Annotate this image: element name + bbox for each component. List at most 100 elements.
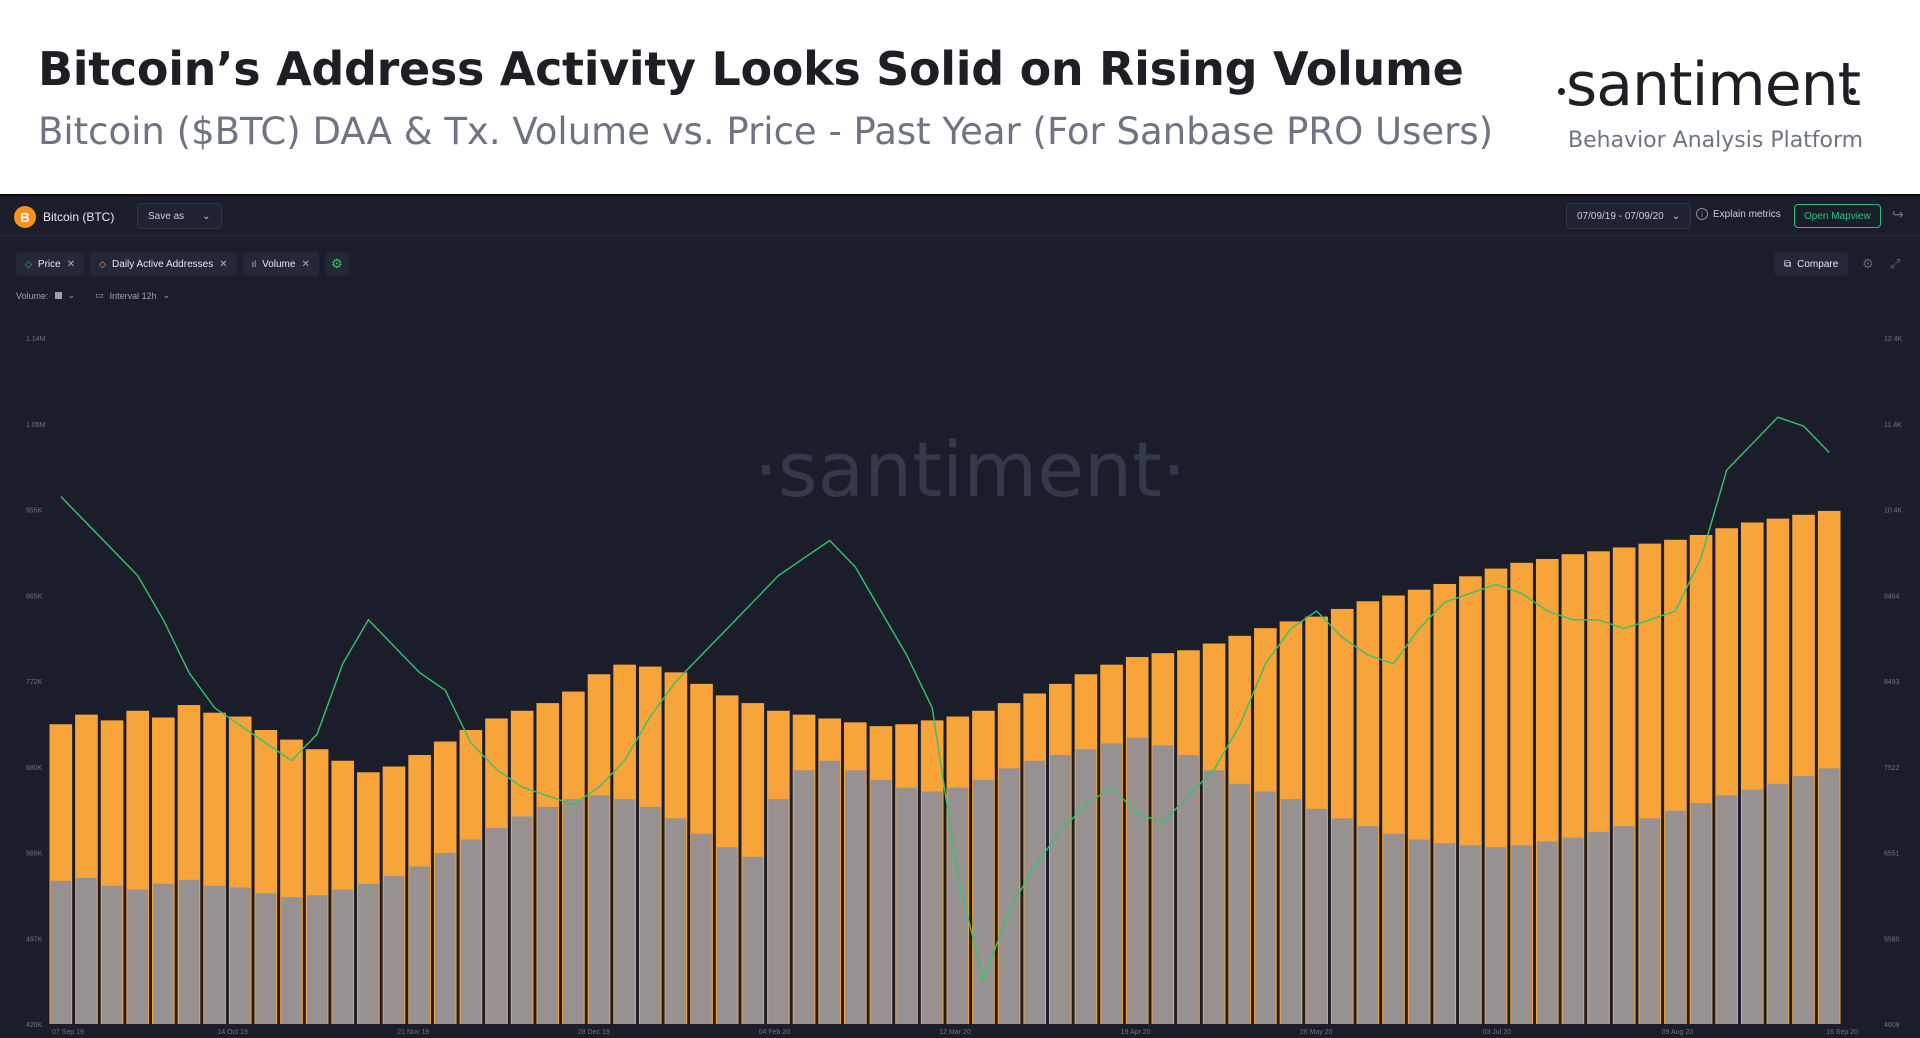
brand-logo-dot-right	[1849, 88, 1856, 95]
volume-bar	[1050, 754, 1071, 1024]
bar-chart-icon: ıl	[251, 259, 257, 269]
x-axis-tick: 19 Apr 20	[1121, 1029, 1151, 1036]
volume-bar	[306, 895, 328, 1024]
asset-name: Bitcoin (BTC)	[43, 210, 115, 224]
x-axis-tick: 03 Jul 20	[1483, 1029, 1512, 1036]
x-axis-tick: 28 Dec 19	[578, 1029, 610, 1036]
volume-bar	[204, 885, 225, 1024]
chart-area[interactable]: ·santiment· 1.14M 1.05M 955K 865K 772K 680K 58…	[0, 312, 1920, 1038]
volume-bar	[819, 760, 840, 1024]
interval-selector[interactable]: Interval 12h	[109, 290, 157, 301]
open-mapview-button[interactable]: Open Mapview	[1794, 204, 1881, 228]
volume-bars	[50, 737, 1840, 1024]
volume-bar	[383, 876, 405, 1024]
explain-metrics-button[interactable]: i Explain metrics	[1696, 208, 1781, 220]
volume-bar	[639, 806, 661, 1024]
chart-svg[interactable]: ·santiment· 1.14M 1.05M 955K 865K 772K 680K 58…	[0, 312, 1920, 1038]
right-axis-tick: 6551	[1884, 851, 1900, 858]
close-icon[interactable]: ✕	[219, 258, 228, 270]
volume-bar	[1126, 737, 1148, 1024]
asset-selector[interactable]: B Bitcoin (BTC)	[14, 206, 114, 228]
volume-bar	[1280, 799, 1302, 1024]
volume-bar	[665, 818, 687, 1024]
left-axis-tick: 680K	[26, 765, 43, 772]
volume-bar	[1741, 789, 1763, 1024]
compare-button[interactable]: ⧉ Compare	[1774, 252, 1849, 276]
x-axis-tick: 21 Nov 19	[397, 1029, 429, 1036]
chevron-down-icon: ⌄	[202, 210, 211, 222]
right-axis-tick: 5580	[1884, 936, 1900, 943]
x-axis-tick: 07 Sep 19	[52, 1029, 84, 1036]
bitcoin-icon: B	[14, 206, 36, 228]
left-axis-tick: 588K	[26, 851, 43, 858]
close-icon[interactable]: ✕	[66, 258, 76, 270]
volume-bar	[153, 883, 174, 1024]
left-axis-tick: 865K	[26, 593, 43, 600]
price-line	[60, 416, 1830, 984]
left-axis-tick: 1.05M	[26, 422, 46, 429]
volume-bar	[614, 799, 635, 1024]
volume-bar	[716, 847, 738, 1024]
volume-bar	[1460, 845, 1481, 1024]
explain-metrics-label: Explain metrics	[1713, 208, 1781, 220]
volume-bar	[434, 852, 456, 1024]
volume-bar	[486, 828, 507, 1024]
share-icon[interactable]: ↪	[1892, 206, 1904, 222]
save-as-button[interactable]: Save as ⌄	[137, 203, 222, 229]
volume-bar	[1408, 839, 1430, 1024]
volume-bar	[998, 768, 1020, 1024]
line-marker-icon: ◇	[25, 258, 32, 269]
date-range-picker[interactable]: 07/09/19 - 07/09/20 ⌄	[1566, 203, 1692, 229]
x-axis-tick: 16 Sep 20	[1826, 1029, 1858, 1036]
volume-bar	[793, 770, 815, 1024]
volume-bar	[358, 883, 379, 1024]
date-range-label: 07/09/19 - 07/09/20	[1577, 210, 1664, 222]
volume-bar	[281, 897, 302, 1024]
x-axis-tick: 14 Oct 19	[217, 1029, 247, 1036]
left-axis-tick: 426K	[26, 1022, 43, 1029]
fullscreen-icon[interactable]: ⤢	[1890, 256, 1901, 271]
volume-bar	[255, 893, 277, 1024]
volume-option-label: Volume:	[16, 290, 49, 301]
volume-bar	[870, 779, 892, 1024]
volume-bar	[511, 816, 533, 1024]
volume-bar	[76, 877, 97, 1024]
volume-bar	[1818, 768, 1840, 1024]
settings-gear-icon[interactable]: ⚙	[1862, 256, 1874, 271]
x-axis-tick: 04 Feb 20	[759, 1029, 791, 1036]
x-axis: 07 Sep 19 14 Oct 19 21 Nov 19 28 Dec 19 04 F…	[52, 1029, 1858, 1036]
volume-bar	[101, 885, 123, 1024]
volume-bar	[947, 787, 969, 1024]
volume-bar	[1024, 760, 1046, 1024]
brand-tagline: Behavior Analysis Platform	[1568, 128, 1864, 153]
info-icon: i	[1696, 208, 1708, 220]
chevron-down-icon[interactable]: ⌄	[67, 290, 76, 300]
volume-bar	[1665, 810, 1686, 1024]
volume-bar	[1255, 791, 1276, 1024]
volume-bar	[1716, 795, 1737, 1024]
volume-bar	[460, 839, 482, 1024]
metric-chip-volume[interactable]: ıl Volume ✕	[242, 252, 319, 276]
bar-style-icon[interactable]	[54, 292, 62, 299]
left-axis-tick: 772K	[26, 679, 43, 686]
volume-bar	[1101, 743, 1122, 1024]
metric-chip-price[interactable]: ◇ Price ✕	[16, 252, 85, 276]
brand-logo: santiment	[1566, 50, 1861, 120]
metric-chip-daa[interactable]: ◇ Daily Active Addresses ✕	[90, 252, 237, 276]
metric-chips: ◇ Price ✕ ◇ Daily Active Addresses ✕ ıl …	[16, 252, 349, 276]
right-axis-tick: 4609	[1884, 1022, 1900, 1029]
close-icon[interactable]: ✕	[301, 258, 310, 270]
left-axis-tick: 497K	[26, 936, 43, 943]
volume-bar	[563, 799, 584, 1024]
volume-bar	[1485, 847, 1507, 1024]
page-subtitle: Bitcoin ($BTC) DAA & Tx. Volume vs. Pric…	[38, 110, 1494, 153]
right-axis-tick: 11.4K	[1884, 422, 1902, 429]
metric-volume-label: Volume	[262, 258, 296, 270]
settings-gear-icon[interactable]: ⚙	[324, 252, 349, 276]
x-axis-tick: 12 Mar 20	[939, 1029, 971, 1036]
chevron-down-icon[interactable]: ⌄	[162, 290, 171, 300]
volume-bar	[332, 889, 354, 1024]
chart-watermark: ·santiment·	[754, 425, 1186, 514]
volume-bar	[1383, 833, 1404, 1024]
calendar-icon: ▭	[95, 290, 104, 300]
